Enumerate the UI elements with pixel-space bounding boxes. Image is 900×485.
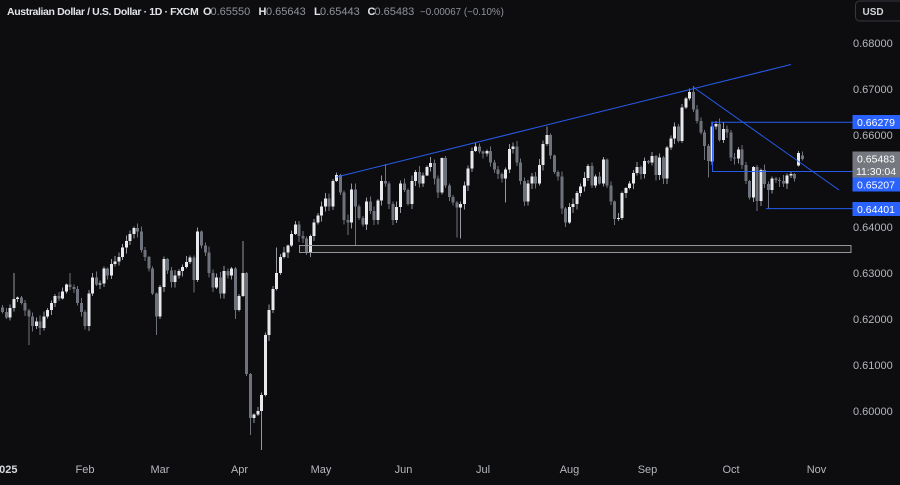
svg-text:Jul: Jul	[476, 464, 490, 476]
svg-text:Oct: Oct	[722, 464, 739, 476]
svg-text:0.64401: 0.64401	[857, 204, 895, 216]
svg-text:0.68000: 0.68000	[853, 38, 893, 50]
svg-text:Australian Dollar / U.S. Dolla: Australian Dollar / U.S. Dollar · 1D · F…	[7, 6, 199, 18]
svg-text:2025: 2025	[0, 464, 17, 476]
svg-text:May: May	[311, 464, 332, 476]
svg-text:0.63000: 0.63000	[853, 268, 893, 280]
svg-text:Aug: Aug	[560, 464, 580, 476]
svg-text:0.65483: 0.65483	[375, 6, 415, 18]
svg-text:Sep: Sep	[638, 464, 658, 476]
svg-text:0.64000: 0.64000	[853, 222, 893, 234]
svg-text:0.65207: 0.65207	[857, 180, 895, 192]
svg-text:0.66000: 0.66000	[853, 130, 893, 142]
svg-text:−0.00067 (−0.10%): −0.00067 (−0.10%)	[420, 7, 504, 18]
svg-text:0.67000: 0.67000	[853, 84, 893, 96]
svg-text:0.65483: 0.65483	[857, 154, 895, 166]
svg-text:0.65643: 0.65643	[266, 6, 306, 18]
svg-text:0.65550: 0.65550	[211, 6, 251, 18]
svg-text:Apr: Apr	[231, 464, 248, 476]
svg-text:Jun: Jun	[395, 464, 413, 476]
svg-text:0.62000: 0.62000	[853, 314, 893, 326]
svg-text:USD: USD	[863, 7, 884, 18]
svg-text:Nov: Nov	[807, 464, 827, 476]
svg-text:Mar: Mar	[151, 464, 170, 476]
svg-text:0.61000: 0.61000	[853, 360, 893, 372]
svg-text:11:30:04: 11:30:04	[856, 166, 896, 178]
svg-text:0.60000: 0.60000	[853, 406, 893, 418]
svg-text:0.65443: 0.65443	[320, 6, 360, 18]
svg-text:Feb: Feb	[76, 464, 95, 476]
svg-text:0.66279: 0.66279	[857, 117, 895, 129]
